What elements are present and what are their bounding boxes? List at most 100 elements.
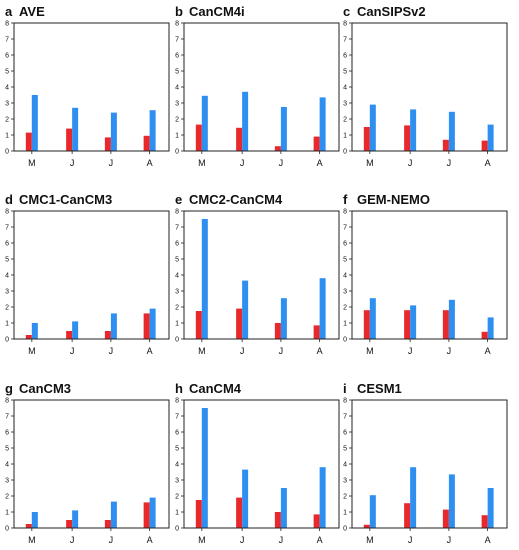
- panel-f: f GEM-NEMO M J J A 0 1 2 3 4 5 6 7 8: [343, 192, 508, 356]
- y-tick-label: 5: [343, 257, 347, 264]
- bar: [487, 488, 494, 528]
- bar: [363, 310, 370, 339]
- x-tick-label: J: [70, 346, 75, 356]
- bar: [25, 524, 32, 528]
- bar: [410, 109, 417, 151]
- panel-title: CanSIPSv2: [357, 4, 426, 19]
- y-tick-label: 4: [343, 462, 347, 469]
- y-tick-label: 3: [343, 101, 347, 108]
- y-tick-label: 2: [175, 305, 179, 312]
- x-tick-label: A: [317, 535, 323, 545]
- panel-title: CanCM3: [19, 381, 71, 396]
- y-tick-label: 6: [5, 430, 9, 437]
- bar: [242, 280, 249, 339]
- bar: [149, 497, 156, 528]
- bar: [66, 128, 73, 151]
- y-tick-label: 6: [175, 53, 179, 60]
- bar: [143, 135, 150, 151]
- y-tick-label: 3: [5, 101, 9, 108]
- bar: [369, 104, 376, 151]
- panel-i: i CESM1 M J J A 0 1 2 3 4 5 6 7 8: [343, 381, 508, 545]
- panel-g: g CanCM3 M J J A 0 1 2 3 4 5 6 7 8: [5, 381, 170, 545]
- x-tick-label: A: [485, 535, 491, 545]
- bar: [195, 124, 202, 151]
- bar: [442, 509, 449, 528]
- x-tick-label: J: [240, 346, 245, 356]
- y-tick-label: 1: [5, 321, 9, 328]
- plot-frame: [13, 22, 170, 152]
- panel-h: h CanCM4 M J J A 0 1 2 3 4 5 6 7 8: [175, 381, 340, 545]
- bar: [448, 299, 455, 339]
- panel-letter: c: [343, 4, 350, 19]
- y-tick-label: 6: [5, 53, 9, 60]
- bar: [72, 107, 79, 151]
- y-tick-label: 2: [175, 117, 179, 124]
- bar: [442, 310, 449, 339]
- bar: [319, 97, 326, 151]
- y-tick-label: 8: [5, 398, 9, 405]
- y-tick-label: 4: [5, 462, 9, 469]
- y-tick-label: 2: [343, 117, 347, 124]
- y-tick-label: 1: [175, 510, 179, 517]
- y-tick-label: 6: [343, 53, 347, 60]
- y-tick-label: 4: [5, 273, 9, 280]
- bar: [313, 136, 320, 151]
- bar: [143, 313, 150, 339]
- y-tick-label: 6: [343, 430, 347, 437]
- y-tick-label: 8: [343, 21, 347, 28]
- y-tick-label: 0: [5, 337, 9, 344]
- x-tick-label: M: [28, 346, 36, 356]
- panel-letter: d: [5, 192, 13, 207]
- x-tick-label: J: [70, 535, 75, 545]
- y-tick-label: 1: [175, 321, 179, 328]
- bar: [410, 467, 417, 528]
- bar: [143, 502, 150, 528]
- panel-e: e CMC2-CanCM4 M J J A 0 1 2 3 4 5 6 7 8: [175, 192, 340, 356]
- y-tick-label: 5: [175, 257, 179, 264]
- bar: [236, 308, 243, 339]
- bar: [72, 321, 79, 339]
- x-tick-label: A: [147, 346, 153, 356]
- x-tick-label: M: [366, 158, 374, 168]
- y-tick-label: 7: [5, 37, 9, 44]
- bar: [110, 501, 117, 528]
- x-tick-label: A: [317, 158, 323, 168]
- bar: [363, 524, 370, 528]
- bar: [280, 107, 287, 151]
- bar: [242, 91, 249, 151]
- x-tick-label: A: [317, 346, 323, 356]
- y-tick-label: 7: [175, 225, 179, 232]
- bar: [404, 125, 411, 151]
- y-tick-label: 5: [343, 446, 347, 453]
- bar: [481, 140, 488, 151]
- y-tick-label: 0: [175, 149, 179, 156]
- panel-letter: h: [175, 381, 183, 396]
- plot-frame: [351, 210, 508, 340]
- panel-letter: g: [5, 381, 13, 396]
- bar: [104, 137, 111, 151]
- y-tick-label: 0: [343, 526, 347, 533]
- y-tick-label: 0: [343, 337, 347, 344]
- y-tick-label: 0: [5, 149, 9, 156]
- x-tick-label: J: [279, 535, 284, 545]
- panel-title: CanCM4i: [189, 4, 245, 19]
- y-tick-label: 3: [5, 289, 9, 296]
- panel-letter: i: [343, 381, 347, 396]
- bar: [66, 331, 73, 339]
- y-tick-label: 1: [343, 510, 347, 517]
- bar: [319, 278, 326, 339]
- y-tick-label: 2: [343, 305, 347, 312]
- y-tick-label: 4: [5, 85, 9, 92]
- panel-title: CMC2-CanCM4: [189, 192, 283, 207]
- bar: [280, 298, 287, 339]
- y-tick-label: 5: [5, 257, 9, 264]
- bar: [448, 474, 455, 528]
- y-tick-label: 1: [343, 133, 347, 140]
- y-tick-label: 1: [5, 510, 9, 517]
- bar: [487, 317, 494, 339]
- y-tick-label: 8: [5, 21, 9, 28]
- y-tick-label: 4: [343, 85, 347, 92]
- y-tick-label: 6: [175, 430, 179, 437]
- x-tick-label: A: [147, 535, 153, 545]
- x-tick-label: M: [198, 158, 206, 168]
